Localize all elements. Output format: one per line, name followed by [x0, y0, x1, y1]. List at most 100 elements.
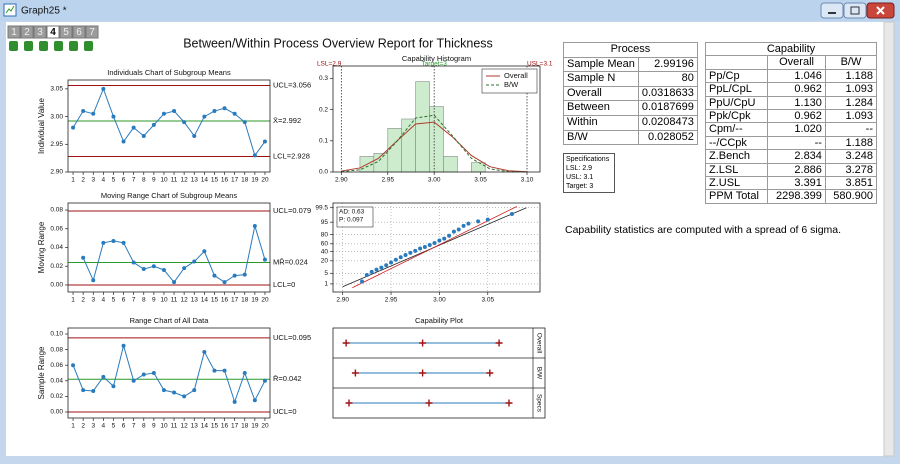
legend: [481, 68, 538, 94]
layer-tab[interactable]: [85, 25, 99, 39]
row-label: Specs: [535, 394, 542, 413]
layer-tab-label: 5: [63, 27, 69, 38]
data-point: [393, 257, 398, 262]
layer-icon[interactable]: [39, 41, 48, 51]
table-row: B/W 0.028052: [563, 129, 698, 146]
x-tick-label: 12: [181, 423, 189, 430]
plot-frame: [67, 79, 271, 173]
histogram-bar: [471, 162, 486, 173]
capability-marker: [425, 399, 433, 407]
annotation-box: [336, 206, 374, 228]
header-row: Process: [563, 42, 698, 58]
layer-icon[interactable]: [69, 41, 78, 51]
x-tick-label: 4: [102, 423, 106, 430]
y-tick-label: 2.90: [50, 169, 63, 176]
minimize-button[interactable]: [820, 2, 844, 19]
x-tick-label: 14: [201, 423, 209, 430]
control-limit-label: MR̄=0.024: [273, 257, 308, 266]
layer-tab[interactable]: [59, 25, 73, 39]
x-tick-label: 11: [171, 423, 178, 430]
data-point: [232, 399, 237, 404]
minimize-glyph: [828, 12, 836, 14]
x-tick-label: 3: [91, 177, 95, 184]
header-row: Capability: [705, 41, 877, 57]
data-point: [403, 252, 408, 257]
data-point: [71, 125, 76, 130]
x-tick-label: 13: [191, 423, 199, 430]
table-value: 1.046: [767, 68, 826, 84]
table-label: Ppk/Cpk: [704, 109, 769, 124]
data-point: [485, 217, 490, 222]
table-row: Z.USL 3.391 3.851: [704, 176, 878, 191]
data-point: [413, 248, 418, 253]
table-row: PPM Total 2298.399 580.900: [704, 189, 878, 204]
table-corner: [704, 55, 769, 70]
layer-tab[interactable]: [20, 25, 34, 39]
data-point: [398, 255, 403, 260]
layer-tab-label: 4: [50, 27, 56, 38]
x-tick-label: 19: [251, 423, 259, 430]
data-point: [151, 264, 156, 269]
histogram-bar: [401, 118, 416, 173]
data-point: [408, 250, 413, 255]
layer-icon[interactable]: [9, 41, 18, 51]
data-point: [141, 372, 146, 377]
layer-tab[interactable]: [72, 25, 86, 39]
table-value: 2.886: [767, 162, 826, 178]
y-tick-label: 0.06: [50, 225, 63, 232]
table-label: Overall: [563, 85, 639, 102]
data-point: [374, 267, 379, 272]
x-tick-label: 13: [191, 177, 199, 184]
data-point: [432, 240, 437, 245]
table-value: 3.391: [767, 176, 826, 191]
spec-line-label: LSL=2.9: [317, 61, 342, 68]
table-value: 3.278: [824, 162, 878, 178]
table-value: 0.962: [767, 109, 826, 124]
table-label: Z.USL: [704, 176, 769, 191]
layer-icon[interactable]: [24, 41, 33, 51]
x-tick-label: 2.95: [381, 177, 394, 184]
data-point: [222, 106, 227, 111]
x-tick-label: 1: [71, 423, 75, 430]
data-point: [451, 229, 456, 234]
data-point: [232, 273, 237, 278]
layer-tab[interactable]: [46, 25, 60, 39]
data-point: [101, 86, 106, 91]
legend-label: B/W: [504, 80, 519, 89]
x-tick-label: 13: [191, 297, 199, 304]
x-tick-label: 17: [231, 177, 239, 184]
control-limit-label: LCL=0: [273, 280, 295, 289]
y-tick-label: 0.3: [319, 75, 328, 82]
layer-icon[interactable]: [84, 41, 93, 51]
table-value: 2.834: [767, 149, 826, 164]
histogram-bar: [415, 81, 430, 173]
table-row: Cpm/-- 1.020 --: [704, 122, 878, 137]
data-point: [192, 133, 197, 138]
scrollbar[interactable]: [883, 21, 895, 457]
data-point: [476, 219, 481, 224]
data-point: [111, 114, 116, 119]
capability-marker: [345, 399, 353, 407]
annotation: AD: 0.63: [339, 209, 365, 216]
control-limit-label: X̄=2.992: [273, 116, 301, 125]
table-label: PPM Total: [704, 189, 769, 204]
y-tick-label: 40: [321, 248, 329, 255]
table-label: PpL/CpL: [704, 82, 769, 97]
table-header: Process: [563, 42, 698, 58]
layer-tab[interactable]: [7, 25, 21, 39]
x-tick-label: 6: [122, 423, 126, 430]
layer-icon[interactable]: [54, 41, 63, 51]
y-tick-label: 3.05: [50, 86, 63, 93]
y-tick-label: 99.5: [315, 204, 328, 211]
data-point: [202, 114, 207, 119]
capability-marker: [419, 369, 427, 377]
distribution-curve: [341, 121, 528, 173]
data-point: [91, 388, 96, 393]
x-tick-label: 16: [221, 423, 229, 430]
capability-marker: [419, 339, 427, 347]
maximize-button[interactable]: [843, 2, 867, 19]
x-tick-label: 16: [221, 177, 229, 184]
data-point: [161, 388, 166, 393]
chart-title: Capability Plot: [415, 316, 464, 325]
layer-tab[interactable]: [33, 25, 47, 39]
